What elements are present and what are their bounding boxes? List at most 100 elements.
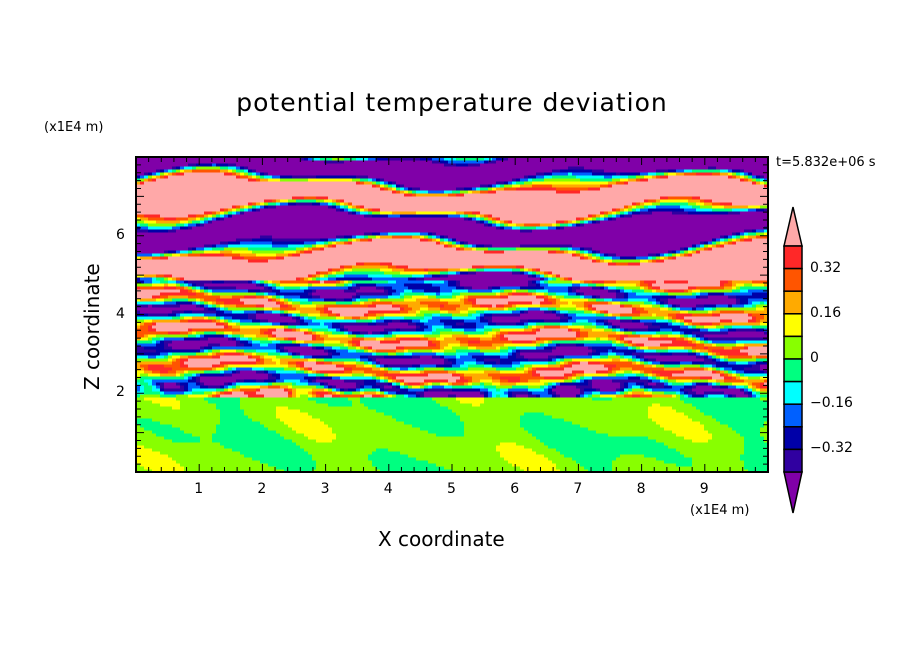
contour-cell bbox=[624, 355, 633, 359]
contour-cell bbox=[640, 283, 649, 287]
contour-cell bbox=[208, 304, 213, 308]
contour-cell bbox=[312, 319, 357, 323]
contour-cell bbox=[360, 388, 365, 392]
contour-cell bbox=[356, 298, 361, 302]
contour-cell bbox=[736, 241, 769, 245]
contour-cell bbox=[624, 340, 629, 344]
contour-cell bbox=[464, 424, 521, 428]
contour-cell bbox=[208, 400, 241, 404]
contour-cell bbox=[572, 220, 577, 224]
contour-cell bbox=[668, 322, 673, 326]
contour-cell bbox=[376, 364, 381, 368]
contour-cell bbox=[188, 286, 193, 290]
contour-cell bbox=[488, 247, 517, 251]
contour-cell bbox=[696, 391, 705, 395]
contour-cell bbox=[712, 370, 717, 374]
contour-cell bbox=[556, 301, 569, 305]
contour-cell bbox=[336, 283, 345, 287]
contour-cell bbox=[616, 214, 621, 218]
contour-cell bbox=[136, 280, 145, 284]
contour-cell bbox=[316, 373, 325, 377]
contour-cell bbox=[620, 214, 625, 218]
contour-cell bbox=[536, 325, 545, 329]
contour-cell bbox=[308, 298, 325, 302]
contour-cell bbox=[588, 214, 593, 218]
contour-cell bbox=[632, 211, 641, 215]
contour-cell bbox=[732, 238, 737, 242]
contour-cell bbox=[292, 382, 297, 386]
contour-cell bbox=[356, 175, 369, 179]
contour-cell bbox=[484, 400, 685, 404]
contour-cell bbox=[152, 256, 161, 260]
contour-cell bbox=[224, 214, 229, 218]
contour-cell bbox=[368, 175, 525, 179]
contour-cell bbox=[600, 337, 609, 341]
contour-cell bbox=[536, 340, 545, 344]
contour-cell bbox=[536, 271, 541, 275]
contour-cell bbox=[684, 436, 713, 440]
contour-cell bbox=[312, 157, 321, 161]
contour-cell bbox=[168, 250, 177, 254]
contour-cell bbox=[548, 388, 553, 392]
contour-cell bbox=[380, 469, 453, 473]
contour-cell bbox=[480, 217, 485, 221]
contour-cell bbox=[684, 289, 689, 293]
contour-cell bbox=[572, 247, 581, 251]
contour-cell bbox=[492, 319, 521, 323]
contour-cell bbox=[508, 388, 529, 392]
contour-cell bbox=[584, 301, 609, 305]
contour-cell bbox=[184, 166, 193, 170]
contour-cell bbox=[692, 196, 701, 200]
contour-cell bbox=[688, 337, 693, 341]
contour-cell bbox=[524, 469, 561, 473]
contour-cell bbox=[236, 163, 445, 167]
contour-cell bbox=[744, 346, 749, 350]
contour-cell bbox=[328, 277, 337, 281]
contour-cell bbox=[360, 358, 369, 362]
contour-cell bbox=[300, 310, 321, 314]
contour-cell bbox=[304, 448, 377, 452]
contour-cell bbox=[236, 367, 253, 371]
contour-cell bbox=[420, 427, 465, 431]
contour-cell bbox=[616, 289, 621, 293]
contour-cell bbox=[688, 394, 693, 398]
contour-cell bbox=[224, 370, 233, 374]
contour-cell bbox=[716, 307, 757, 311]
contour-cell bbox=[308, 382, 321, 386]
contour-cell bbox=[152, 337, 161, 341]
contour-cell bbox=[224, 445, 301, 449]
contour-cell bbox=[496, 160, 769, 164]
contour-cell bbox=[736, 298, 741, 302]
contour-cell bbox=[152, 340, 157, 344]
contour-cell bbox=[360, 340, 381, 344]
contour-cell bbox=[436, 364, 453, 368]
contour-cell bbox=[256, 379, 265, 383]
contour-cell bbox=[708, 349, 713, 353]
contour-cell bbox=[136, 412, 221, 416]
contour-cell bbox=[316, 346, 325, 350]
contour-cell bbox=[344, 235, 353, 239]
contour-cell bbox=[524, 445, 549, 449]
contour-cell bbox=[176, 397, 205, 401]
contour-cell bbox=[756, 355, 769, 359]
contour-cell bbox=[676, 172, 685, 176]
contour-cell bbox=[248, 208, 253, 212]
contour-cell bbox=[412, 385, 421, 389]
contour-cell bbox=[536, 226, 549, 230]
contour-cell bbox=[448, 394, 457, 398]
contour-cell bbox=[344, 283, 349, 287]
contour-cell bbox=[444, 235, 449, 239]
contour-cell bbox=[216, 163, 229, 167]
contour-cell bbox=[596, 298, 605, 302]
contour-cell bbox=[756, 358, 769, 362]
contour-cell bbox=[172, 367, 213, 371]
contour-cell bbox=[612, 214, 617, 218]
contour-cell bbox=[164, 346, 173, 350]
contour-cell bbox=[572, 277, 769, 281]
contour-cell bbox=[464, 247, 473, 251]
contour-cell bbox=[412, 352, 437, 356]
contour-cell bbox=[564, 313, 569, 317]
contour-cell bbox=[688, 280, 721, 284]
contour-cell bbox=[744, 451, 769, 455]
contour-cell bbox=[224, 307, 229, 311]
